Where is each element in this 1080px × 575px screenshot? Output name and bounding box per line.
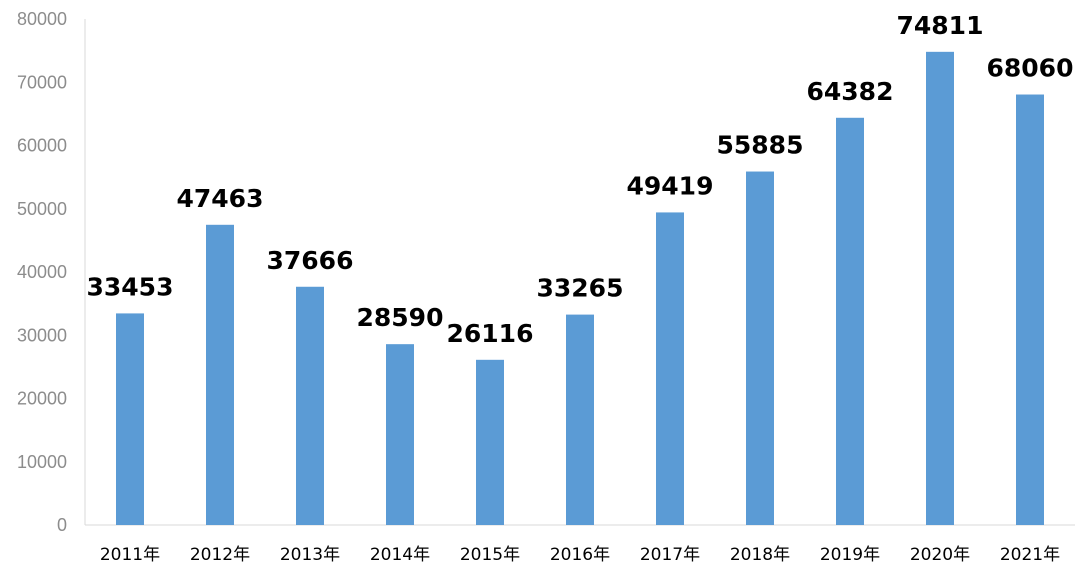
y-tick-label: 30000 — [17, 325, 67, 345]
y-tick-label: 10000 — [17, 452, 67, 472]
bar — [566, 314, 594, 525]
y-tick-label: 40000 — [17, 262, 67, 282]
bar — [386, 344, 414, 525]
x-category-label: 2012年 — [190, 545, 250, 565]
bar — [656, 212, 684, 526]
y-axis: 0 10000 20000 30000 40000 50000 60000 70000 8000… — [17, 9, 86, 535]
bars — [116, 51, 1044, 526]
x-category-label: 2011年 — [100, 545, 160, 565]
bar — [206, 224, 234, 526]
bar-value-label: 55885 — [717, 131, 804, 160]
bar-value-label: 74811 — [897, 11, 984, 40]
bar — [116, 313, 144, 525]
bar-value-label: 47463 — [177, 184, 264, 213]
x-category-label: 2017年 — [640, 545, 700, 565]
y-tick-label: 70000 — [17, 72, 67, 92]
y-tick-label: 0 — [57, 515, 67, 535]
x-category-label: 2021年 — [1000, 545, 1060, 565]
x-category-label: 2015年 — [460, 545, 520, 565]
bar — [746, 171, 774, 525]
bar-value-label: 28590 — [357, 303, 444, 332]
bar-value-label: 26116 — [447, 319, 534, 348]
x-category-label: 2016年 — [550, 545, 610, 565]
bar-value-label: 64382 — [807, 77, 894, 106]
bar-value-label: 33453 — [87, 272, 174, 301]
y-tick-label: 50000 — [17, 199, 67, 219]
bar-value-label: 37666 — [267, 246, 354, 275]
y-tick-label: 20000 — [17, 389, 67, 409]
bar — [476, 359, 504, 525]
y-tick-label: 60000 — [17, 136, 67, 156]
x-category-label: 2014年 — [370, 545, 430, 565]
bar-value-label: 33265 — [537, 274, 624, 303]
bar — [296, 286, 324, 525]
y-tick-label: 80000 — [17, 9, 67, 29]
x-category-label: 2018年 — [730, 545, 790, 565]
x-category-label: 2013年 — [280, 545, 340, 565]
bar — [1016, 94, 1044, 525]
bar-value-label: 68060 — [987, 54, 1074, 83]
bar — [836, 117, 864, 526]
x-category-label: 2020年 — [910, 545, 970, 565]
x-category-label: 2019年 — [820, 545, 880, 565]
category-labels: 2011年 2012年 2013年 2014年 2015年 2016年 2017年 2018年… — [100, 545, 1060, 565]
bar — [926, 51, 954, 525]
bar-value-label: 49419 — [627, 171, 714, 200]
